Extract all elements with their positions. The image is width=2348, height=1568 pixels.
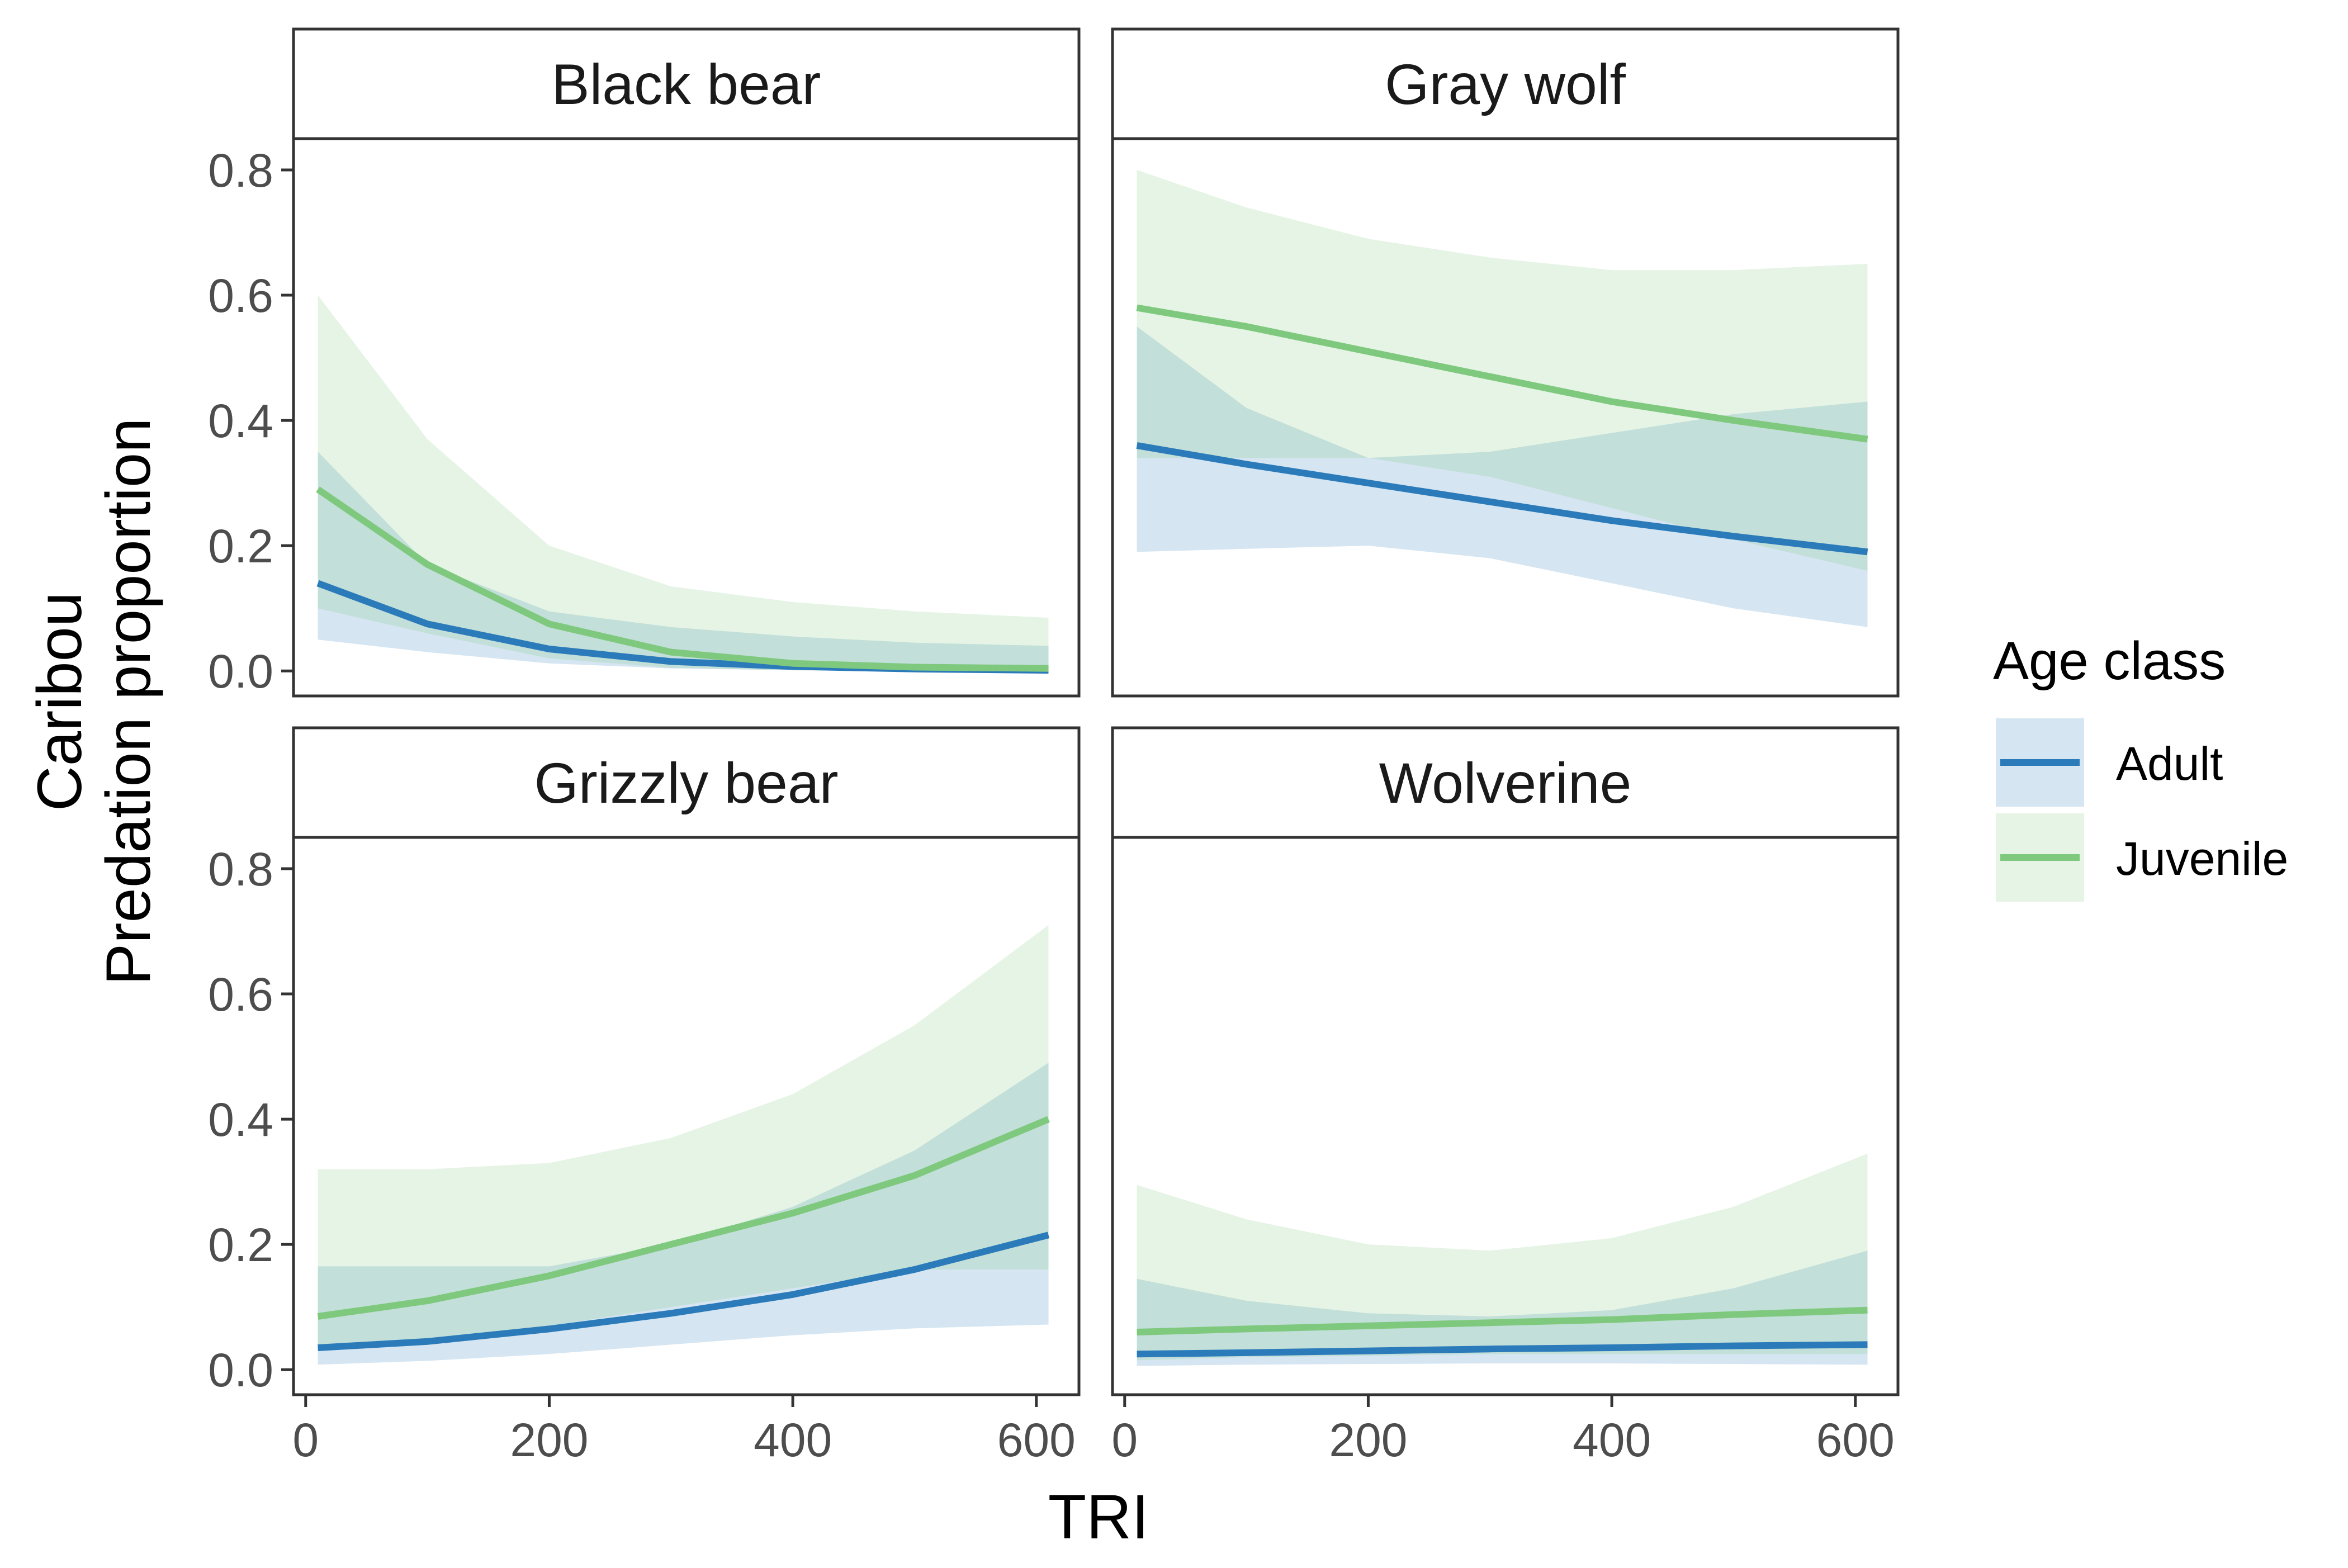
y-axis-title: Caribou Predation proportion	[25, 418, 163, 986]
ribbon-juvenile	[318, 925, 1049, 1351]
panels-layer: Black bear 0.0 0.2 0.4 0.6 0.8 Gray wolf Grizzl…	[208, 27, 1900, 1466]
panel-grizzly-bear: Grizzly bear 0.0 0.2 0.4 0.6 0.8 0 200 400 600	[208, 726, 1081, 1466]
y-tick-label: 0.4	[208, 395, 273, 447]
y-tick-label: 0.2	[208, 520, 273, 572]
series-line-adult	[318, 1231, 1049, 1351]
ribbon-adult	[1137, 326, 1868, 627]
y-tick-label: 0.4	[208, 1093, 273, 1146]
series-line-juvenile	[317, 1116, 1050, 1320]
y-tick-label: 0.0	[208, 645, 273, 698]
y-tick-label: 0.8	[208, 843, 273, 896]
panel-border	[292, 137, 1081, 698]
y-tick-label: 0.2	[208, 1219, 273, 1271]
legend-label: Juvenile	[2116, 832, 2288, 885]
ribbon-adult	[1137, 1250, 1868, 1366]
panel-title: Gray wolf	[1385, 53, 1626, 116]
y-axis-title-line-1: Caribou	[25, 592, 94, 811]
panel-strip	[1111, 726, 1900, 839]
panel-strip	[292, 27, 1081, 140]
x-tick-label: 600	[997, 1414, 1076, 1466]
x-axis-title: TRI	[1048, 1482, 1149, 1552]
x-tick-label: 400	[1573, 1414, 1651, 1466]
panel-border	[1111, 137, 1900, 698]
legend-title: Age class	[1993, 631, 2226, 691]
x-tick-label: 600	[1816, 1414, 1895, 1466]
panel-title: Wolverine	[1379, 751, 1632, 815]
panel-title: Grizzly bear	[534, 751, 838, 815]
legend-label: Adult	[2116, 737, 2223, 790]
panel-strip	[1111, 27, 1900, 140]
series-line-adult	[1137, 1341, 1868, 1358]
legend: Age class Adult Juvenile	[1993, 631, 2288, 902]
legend-entry-adult: Adult	[1996, 718, 2223, 807]
legend-entries: Adult Juvenile	[1996, 718, 2288, 902]
ribbon-adult	[318, 452, 1049, 671]
y-tick-label: 0.0	[208, 1344, 273, 1396]
y-tick-label: 0.6	[208, 269, 273, 322]
y-axis-title-line-2: Predation proportion	[93, 418, 163, 986]
panel-black-bear: Black bear 0.0 0.2 0.4 0.6 0.8	[208, 27, 1081, 698]
legend-entry-juvenile: Juvenile	[1996, 813, 2288, 902]
x-tick-label: 400	[754, 1414, 832, 1466]
series-line-adult	[1136, 442, 1868, 556]
panel-strip	[292, 726, 1081, 839]
ribbon-juvenile	[1137, 1153, 1868, 1361]
series-line-juvenile	[1136, 304, 1868, 443]
series-line-juvenile	[316, 486, 1049, 672]
panel-title: Black bear	[552, 53, 821, 116]
x-tick-label: 200	[1329, 1414, 1407, 1466]
x-tick-label: 200	[510, 1414, 588, 1466]
series-line-juvenile	[1137, 1306, 1868, 1335]
x-tick-label: 0	[292, 1414, 319, 1466]
ribbon-juvenile	[1137, 170, 1868, 571]
ribbon-juvenile	[318, 295, 1049, 671]
panel-border	[292, 836, 1081, 1396]
panel-gray-wolf: Gray wolf	[1111, 27, 1900, 698]
panel-border	[1111, 836, 1900, 1396]
panel-wolverine: Wolverine 0 200 400 600	[1111, 726, 1900, 1466]
x-tick-label: 0	[1111, 1414, 1138, 1466]
y-tick-label: 0.6	[208, 968, 273, 1021]
y-tick-label: 0.8	[208, 144, 273, 197]
